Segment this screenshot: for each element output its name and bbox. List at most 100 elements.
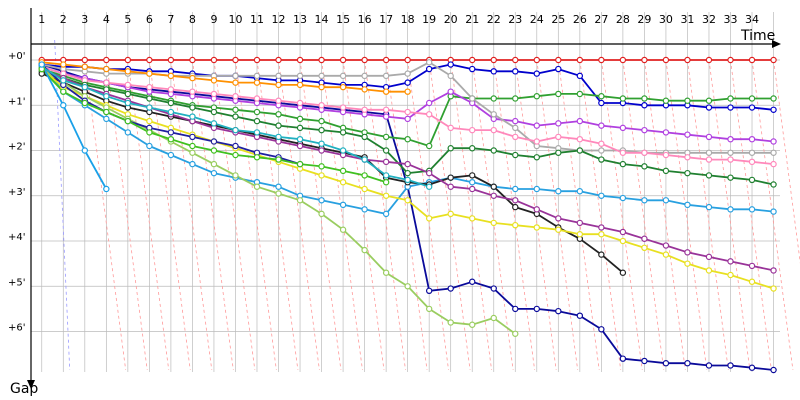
- data-point: [382, 178, 390, 186]
- lap-marker-line: [256, 59, 299, 371]
- data-point: [555, 188, 562, 195]
- data-point: [512, 133, 519, 141]
- data-point: [296, 72, 304, 80]
- data-point: [103, 108, 110, 116]
- data-point: [318, 172, 325, 179]
- data-point: [512, 95, 519, 102]
- data-point: [296, 135, 304, 143]
- data-point: [382, 210, 390, 218]
- data-point: [232, 142, 239, 150]
- data-point: [533, 206, 540, 213]
- data-point: [339, 83, 347, 91]
- lap-marker-line: [450, 59, 492, 371]
- data-point: [253, 154, 261, 161]
- data-point: [318, 197, 325, 204]
- data-point: [447, 183, 454, 190]
- y-tick-label: +3': [8, 187, 26, 198]
- data-point: [576, 188, 584, 195]
- data-point: [339, 104, 347, 111]
- data-point: [146, 70, 153, 77]
- data-point: [447, 319, 454, 326]
- data-point: [361, 172, 368, 179]
- x-tick-label: 30: [659, 13, 673, 26]
- data-point: [576, 72, 584, 80]
- data-point: [210, 160, 218, 168]
- data-point: [425, 99, 433, 107]
- data-point: [684, 131, 691, 138]
- data-point: [210, 77, 218, 84]
- data-point: [318, 147, 325, 154]
- data-point: [533, 93, 540, 100]
- data-point: [253, 72, 261, 80]
- x-tick-label: 29: [637, 13, 651, 26]
- data-point: [641, 235, 648, 242]
- data-point: [490, 126, 497, 134]
- data-point: [275, 183, 282, 190]
- data-point: [727, 206, 734, 213]
- data-point: [684, 169, 691, 177]
- data-point: [512, 185, 519, 193]
- data-point: [425, 305, 433, 313]
- data-point: [318, 117, 325, 125]
- lap-marker-line: [84, 59, 127, 371]
- data-point: [404, 70, 411, 77]
- data-point: [103, 185, 110, 193]
- data-point: [619, 95, 627, 102]
- data-point: [619, 160, 627, 168]
- data-point: [469, 321, 476, 328]
- data-point: [253, 95, 261, 102]
- data-point: [167, 99, 175, 107]
- data-point: [555, 307, 562, 315]
- x-tick-label: 15: [336, 13, 350, 26]
- data-point: [404, 88, 411, 95]
- data-point: [81, 56, 89, 64]
- x-tick-label: 1: [38, 13, 45, 26]
- data-point: [81, 147, 89, 154]
- data-point: [684, 154, 691, 161]
- data-point: [705, 104, 713, 111]
- data-point: [146, 56, 153, 64]
- data-point: [318, 126, 325, 134]
- data-point: [576, 231, 584, 238]
- x-tick-label: 22: [487, 13, 501, 26]
- data-point: [576, 56, 584, 64]
- data-point: [469, 215, 476, 222]
- data-point: [382, 133, 390, 141]
- x-tick-label: 13: [293, 13, 307, 26]
- data-point: [210, 147, 218, 154]
- data-point: [275, 81, 282, 89]
- data-point: [189, 88, 196, 95]
- data-point: [490, 285, 497, 292]
- data-point: [598, 122, 605, 129]
- y-axis-title: Gap: [10, 381, 38, 397]
- data-point: [469, 185, 476, 193]
- data-point: [490, 68, 497, 75]
- data-point: [339, 201, 347, 209]
- data-point: [533, 305, 540, 313]
- data-point: [512, 203, 519, 211]
- data-point: [598, 231, 605, 238]
- data-point: [469, 278, 476, 285]
- data-point: [318, 102, 325, 109]
- data-point: [339, 147, 347, 154]
- data-point: [705, 156, 713, 163]
- data-point: [296, 99, 304, 107]
- data-point: [425, 287, 433, 295]
- data-point: [619, 124, 627, 132]
- data-point: [748, 262, 756, 270]
- data-point: [146, 129, 153, 136]
- data-point: [490, 314, 497, 322]
- data-point: [770, 138, 777, 145]
- data-point: [619, 237, 627, 245]
- data-point: [641, 357, 648, 365]
- lap-marker-line: [730, 59, 772, 371]
- data-point: [382, 147, 390, 154]
- data-point: [555, 149, 562, 156]
- data-point: [705, 149, 713, 156]
- data-point: [748, 158, 756, 166]
- data-point: [662, 167, 670, 175]
- data-point: [662, 360, 670, 367]
- data-point: [146, 95, 153, 102]
- data-point: [361, 106, 368, 113]
